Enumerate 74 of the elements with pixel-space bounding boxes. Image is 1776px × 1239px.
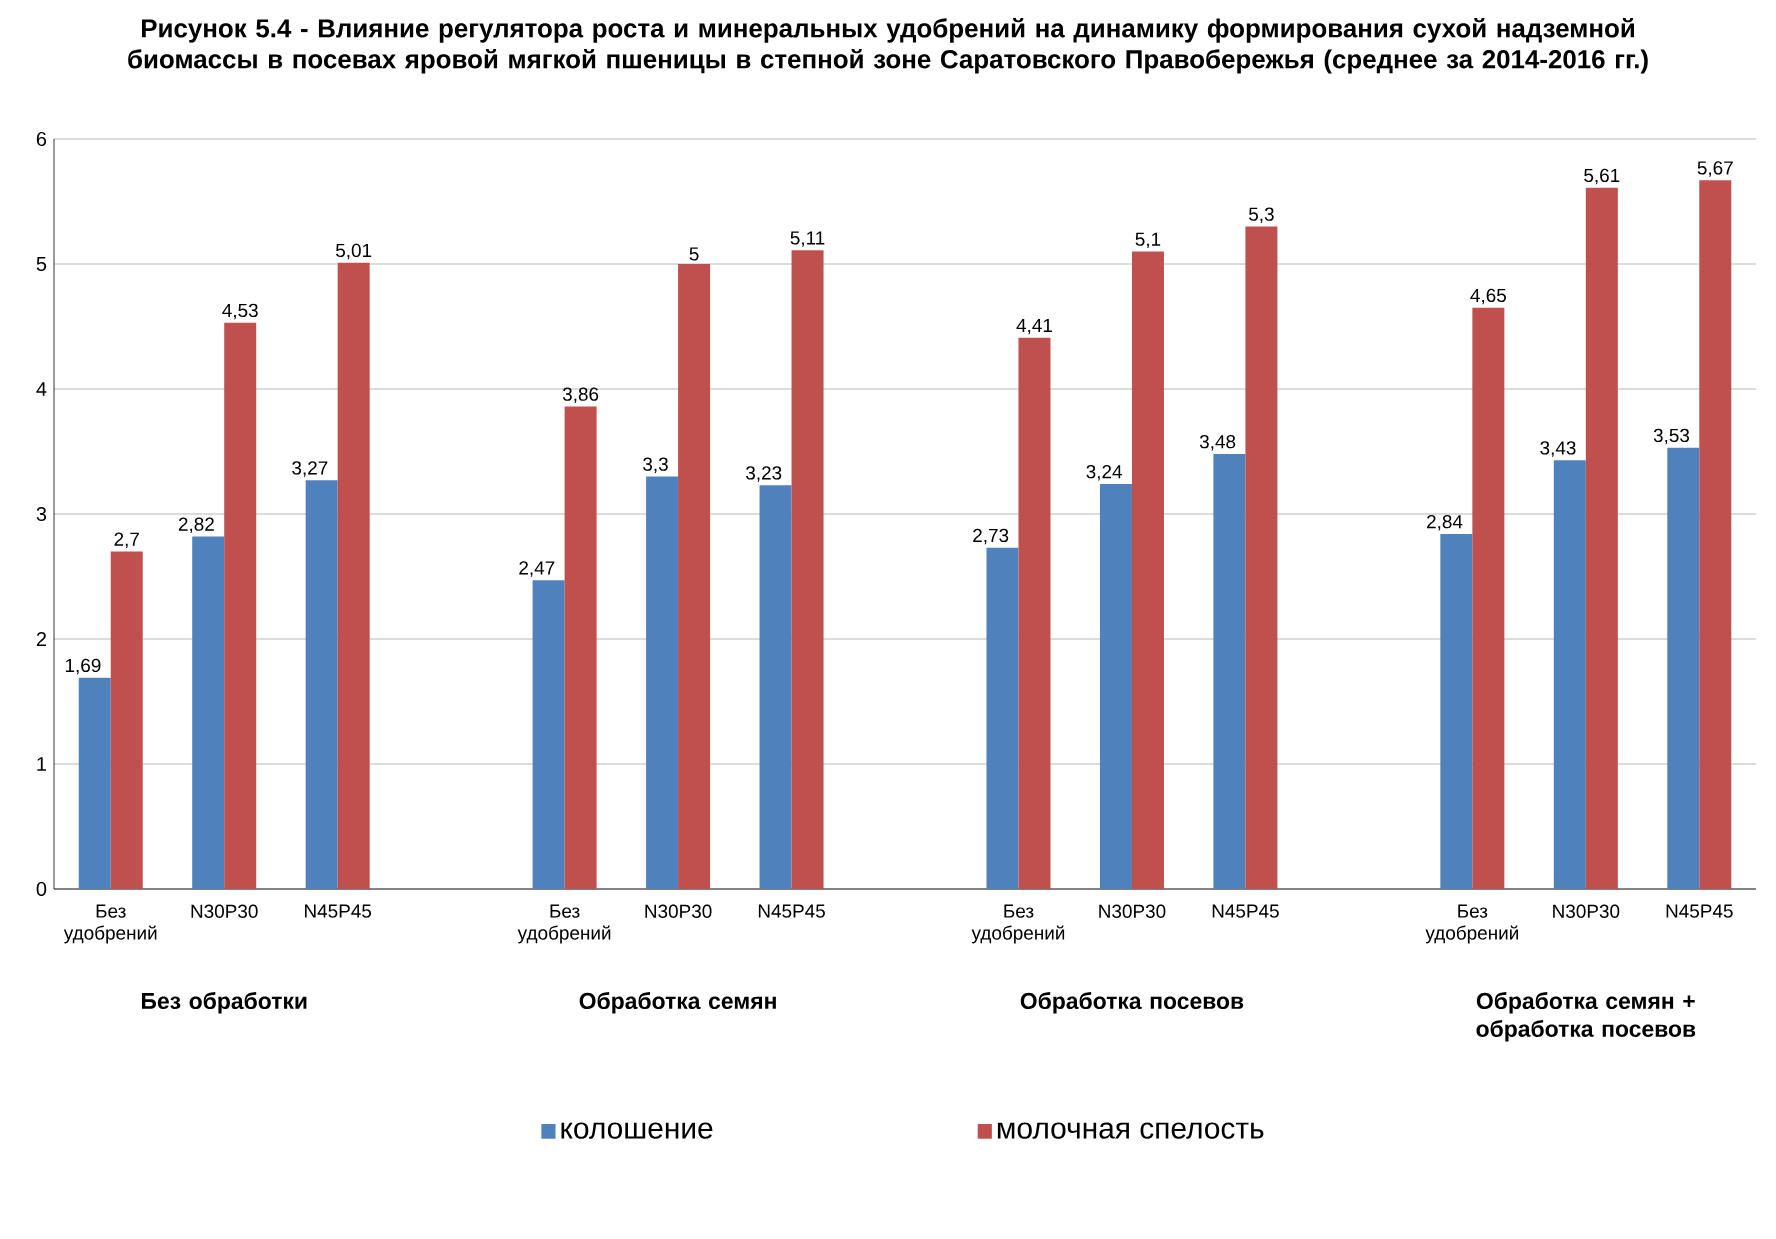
bar	[759, 485, 792, 889]
x-tick-label: N45P45	[758, 904, 825, 918]
data-label: 2,47	[519, 561, 555, 577]
y-tick-label: 6	[36, 131, 47, 147]
bar	[1667, 447, 1700, 889]
bar	[678, 264, 711, 889]
bar	[986, 547, 1019, 889]
legend-label: молочная спелость	[997, 1122, 1264, 1139]
x-tick-label: N45P45	[1666, 904, 1733, 918]
data-label: 3,53	[1653, 428, 1690, 445]
bar	[1213, 454, 1246, 889]
bar	[791, 250, 824, 889]
x-tick-label: N30P30	[645, 904, 712, 918]
data-label: 5	[689, 247, 699, 261]
bar	[1018, 337, 1051, 889]
text: Без обработки	[141, 992, 307, 1014]
x-tick-label: N30P30	[1099, 904, 1166, 918]
bar	[564, 406, 597, 889]
chart-title: Рисунок 5.4 - Влияние регулятора роста и минеральных удобрений на динамику формирования сухой надземной биомассы в посевах яровой мягкой пшеницы в степной зоне Саратовского Правобережья (среднее за 2014-2016 гг.)	[128, 18, 1648, 74]
data-label: 5,61	[1584, 168, 1620, 185]
data-label: 4,53	[222, 303, 258, 320]
y-tick-label: 3	[36, 506, 47, 522]
bar	[1699, 180, 1732, 889]
data-label: 4,65	[1470, 288, 1506, 305]
x-tick-label: N45P45	[305, 904, 372, 918]
data-label: 3,27	[292, 461, 328, 477]
bar	[1131, 251, 1164, 889]
data-label: 5,67	[1697, 161, 1733, 177]
bar	[224, 322, 257, 889]
bar	[1585, 187, 1618, 889]
data-label: 5,1	[1135, 232, 1161, 249]
text: Обработка семян + обработка посевов	[1476, 992, 1696, 1042]
x-tick-label: Без удобрений	[1425, 904, 1518, 944]
y-tick-label: 5	[36, 257, 47, 271]
data-label: 3,24	[1086, 464, 1122, 481]
bar	[1099, 484, 1132, 889]
data-label: 3,43	[1540, 441, 1576, 457]
bar	[305, 480, 338, 889]
data-label: 5,01	[336, 243, 372, 260]
data-label: 5,11	[790, 231, 825, 247]
data-label: 2,82	[178, 517, 214, 534]
x-tick-label: N30P30	[1553, 904, 1620, 918]
bar	[1553, 460, 1586, 889]
bar	[78, 677, 111, 889]
x-tick-label: Без удобрений	[971, 904, 1065, 944]
text: Обработка семян	[579, 992, 776, 1014]
data-label: 3,3	[643, 457, 668, 474]
y-tick-label: 1	[37, 757, 46, 771]
bar	[110, 551, 143, 889]
y-tick-label: 2	[36, 632, 46, 646]
data-label: 2,73	[973, 528, 1009, 545]
bar	[1245, 226, 1278, 889]
x-tick-label: Без удобрений	[517, 904, 611, 944]
data-label: 4,41	[1016, 318, 1052, 335]
data-label: 1,69	[65, 658, 101, 675]
bar	[1472, 307, 1505, 889]
bar	[532, 580, 565, 889]
data-label: 3,48	[1199, 434, 1236, 451]
data-label: 3,23	[746, 466, 782, 482]
bar	[337, 262, 370, 889]
bar	[192, 536, 225, 889]
bar	[1440, 534, 1473, 889]
y-tick-label: 0	[36, 881, 47, 897]
data-label: 5,3	[1249, 207, 1274, 224]
data-label: 2,7	[114, 532, 139, 549]
x-tick-label: Без удобрений	[63, 904, 157, 944]
data-label: 2,84	[1427, 514, 1463, 531]
y-tick-label: 4	[36, 382, 47, 396]
x-tick-label: N45P45	[1212, 904, 1279, 918]
x-tick-label: N30P30	[191, 904, 258, 918]
text: Обработка посевов	[1020, 992, 1244, 1014]
bar	[646, 476, 679, 889]
data-label: 3,86	[562, 387, 599, 404]
legend-label: колошение	[561, 1122, 713, 1139]
